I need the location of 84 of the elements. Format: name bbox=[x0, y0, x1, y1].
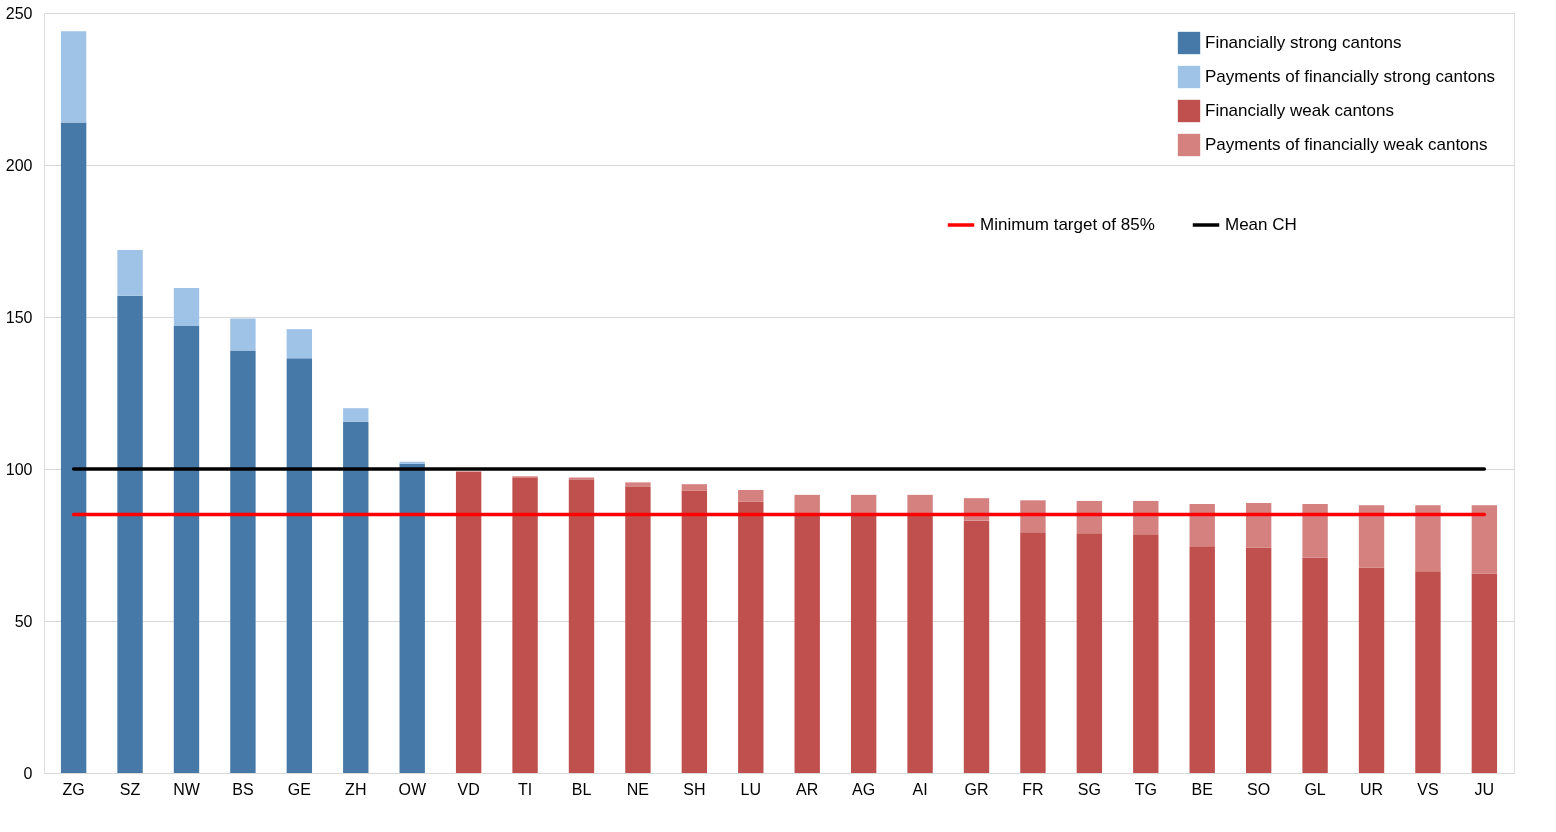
legend-label: Financially weak cantons bbox=[1205, 101, 1394, 120]
x-tick-label: UR bbox=[1359, 780, 1384, 798]
bar bbox=[343, 421, 369, 773]
x-tick-label: ZH bbox=[345, 780, 367, 798]
x-tick-label: GR bbox=[964, 780, 989, 798]
x-tick-label: JU bbox=[1474, 780, 1495, 798]
bar bbox=[117, 250, 143, 296]
bar bbox=[230, 318, 256, 351]
legend-label: Payments of financially strong cantons bbox=[1205, 67, 1496, 86]
bar bbox=[850, 494, 877, 515]
bar bbox=[1133, 534, 1159, 773]
bar bbox=[738, 501, 764, 773]
legend-label: Payments of financially weak cantons bbox=[1205, 135, 1488, 154]
x-tick-label: SZ bbox=[119, 780, 141, 798]
x-tick-label: FR bbox=[1022, 780, 1044, 798]
bar bbox=[1245, 503, 1272, 548]
x-tick-label: SO bbox=[1247, 780, 1271, 798]
bar bbox=[399, 463, 425, 773]
x-tick-label: OW bbox=[398, 780, 427, 798]
y-tick-label: 0 bbox=[23, 764, 33, 782]
bar bbox=[1415, 505, 1441, 572]
bar bbox=[794, 494, 820, 515]
bar bbox=[512, 478, 538, 773]
x-tick-label: NW bbox=[173, 780, 201, 798]
x-tick-label: BL bbox=[571, 780, 592, 798]
bar bbox=[399, 461, 425, 464]
bar bbox=[60, 122, 87, 773]
bar bbox=[625, 482, 651, 487]
bar bbox=[343, 408, 369, 422]
bar bbox=[794, 514, 820, 773]
bar bbox=[1358, 505, 1385, 568]
bar bbox=[173, 288, 200, 327]
x-tick-label: NE bbox=[626, 780, 650, 798]
legend-label: Financially strong cantons bbox=[1205, 33, 1402, 52]
bar bbox=[1302, 557, 1328, 773]
x-tick-label: BE bbox=[1191, 780, 1213, 798]
y-tick-label: 250 bbox=[5, 4, 33, 22]
x-tick-label: SG bbox=[1077, 780, 1101, 798]
x-tick-label: GE bbox=[287, 780, 311, 798]
bar bbox=[963, 520, 990, 773]
x-tick-label: AR bbox=[796, 780, 819, 798]
bar bbox=[60, 31, 87, 123]
bar bbox=[681, 484, 708, 491]
x-tick-label: TI bbox=[517, 780, 533, 798]
bar bbox=[1302, 503, 1328, 558]
bar bbox=[1076, 533, 1103, 773]
bar bbox=[1245, 547, 1272, 773]
bar bbox=[286, 358, 313, 773]
bar bbox=[1471, 505, 1498, 574]
bar bbox=[625, 486, 651, 773]
x-tick-label: TG bbox=[1134, 780, 1157, 798]
bar bbox=[1471, 573, 1498, 773]
x-tick-label: GL bbox=[1304, 780, 1326, 798]
x-tick-label: AI bbox=[912, 780, 928, 798]
bar bbox=[1020, 532, 1046, 773]
bar bbox=[1189, 546, 1215, 773]
bar bbox=[286, 329, 313, 359]
x-tick-label: ZG bbox=[62, 780, 85, 798]
bar bbox=[681, 490, 708, 773]
bar bbox=[1415, 571, 1441, 773]
bar bbox=[455, 471, 482, 773]
x-tick-label: BS bbox=[232, 780, 254, 798]
bar bbox=[568, 479, 595, 773]
y-tick-label: 100 bbox=[5, 460, 33, 478]
y-tick-label: 150 bbox=[5, 308, 33, 326]
bar bbox=[117, 295, 143, 773]
y-tick-label: 50 bbox=[14, 612, 33, 630]
bar bbox=[738, 489, 764, 502]
bar bbox=[173, 326, 200, 773]
bar bbox=[1020, 500, 1046, 533]
bar bbox=[907, 514, 933, 773]
x-tick-label: VS bbox=[1417, 780, 1439, 798]
y-tick-label: 200 bbox=[5, 156, 33, 174]
legend-label: Minimum target of 85% bbox=[980, 215, 1155, 234]
bar bbox=[1358, 567, 1385, 773]
bar bbox=[1189, 503, 1215, 547]
legend-label: Mean CH bbox=[1225, 215, 1297, 234]
x-tick-label: VD bbox=[457, 780, 480, 798]
bar bbox=[230, 350, 256, 773]
bar bbox=[850, 514, 877, 773]
x-tick-label: AG bbox=[852, 780, 876, 798]
x-tick-label: LU bbox=[740, 780, 762, 798]
x-tick-label: SH bbox=[683, 780, 706, 798]
bar bbox=[907, 494, 933, 515]
